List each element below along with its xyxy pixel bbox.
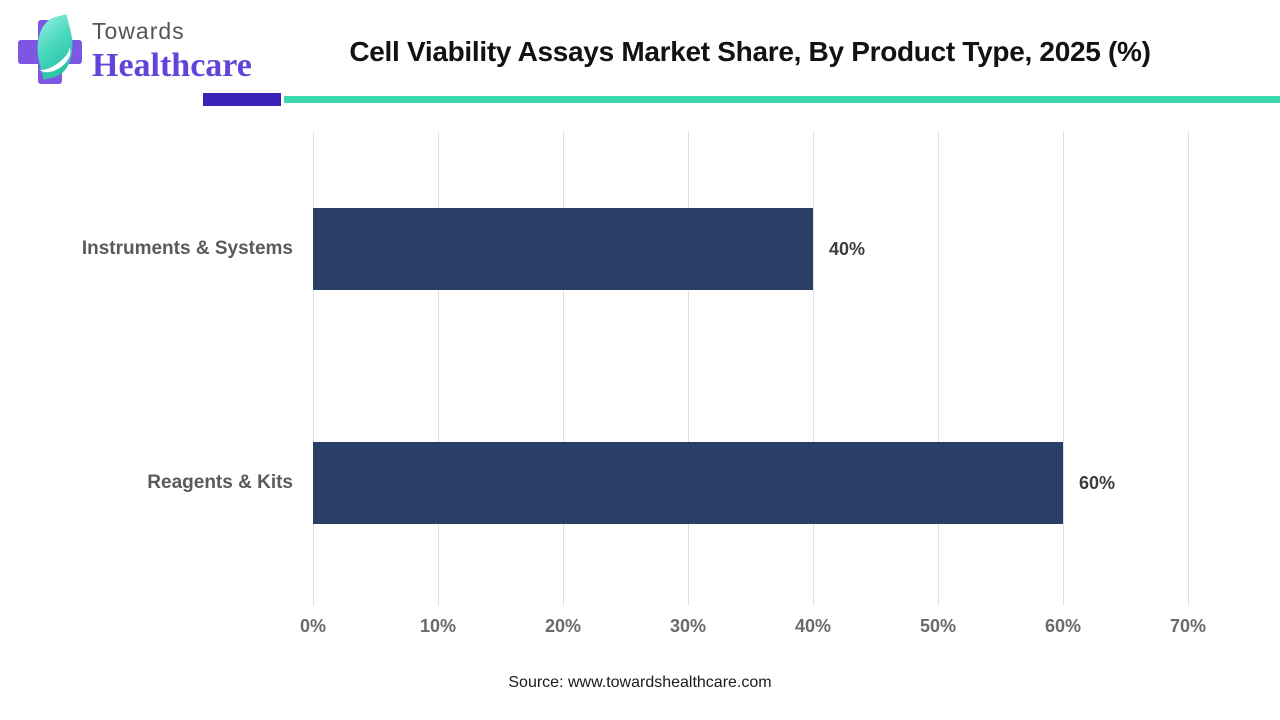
category-label: Instruments & Systems (81, 238, 293, 259)
plot-area: 40% 60% (313, 132, 1189, 606)
x-tick-label: 50% (919, 616, 957, 636)
logo-line2: Healthcare (92, 47, 252, 84)
gridline (438, 132, 439, 606)
x-tick-label: 60% (1044, 616, 1082, 636)
header-rule-teal (284, 96, 1280, 103)
x-tick-label: 0% (299, 616, 327, 636)
category-row: Reagents & Kits (0, 366, 293, 600)
category-row: Instruments & Systems (0, 132, 293, 366)
gridline (313, 132, 314, 606)
logo-line1: Towards (92, 18, 185, 44)
gridline (688, 132, 689, 606)
category-label: Reagents & Kits (147, 472, 293, 493)
x-axis: 0% 10% 20% 30% 40% 50% 60% 70% (300, 600, 1206, 640)
chart-area: Instruments & Systems Reagents & Kits 40… (0, 132, 1280, 636)
x-tick-label: 30% (669, 616, 707, 636)
x-tick-label: 20% (544, 616, 582, 636)
gridline (813, 132, 814, 606)
value-label: 60% (1079, 472, 1116, 493)
page-title: Cell Viability Assays Market Share, By P… (349, 36, 1151, 67)
source-note: Source: www.towardshealthcare.com (508, 674, 772, 691)
gridline (1063, 132, 1064, 606)
bar-row: 60% (313, 366, 1188, 600)
gridline (938, 132, 939, 606)
value-label: 40% (829, 238, 866, 259)
category-axis: Instruments & Systems Reagents & Kits (0, 132, 293, 600)
logo-cross-leaf-icon (14, 14, 84, 92)
header-rule-purple (203, 93, 281, 106)
logo-text: Towards Healthcare (92, 18, 252, 85)
gridline (1188, 132, 1189, 606)
x-tick-label: 40% (794, 616, 832, 636)
x-tick-label: 10% (419, 616, 457, 636)
brand-logo: Towards Healthcare (14, 10, 264, 96)
bar-reagents-kits (313, 442, 1063, 524)
bar-row: 40% (313, 132, 1188, 366)
bar-instruments-systems (313, 208, 813, 290)
x-tick-label: 70% (1169, 616, 1207, 636)
gridline (563, 132, 564, 606)
